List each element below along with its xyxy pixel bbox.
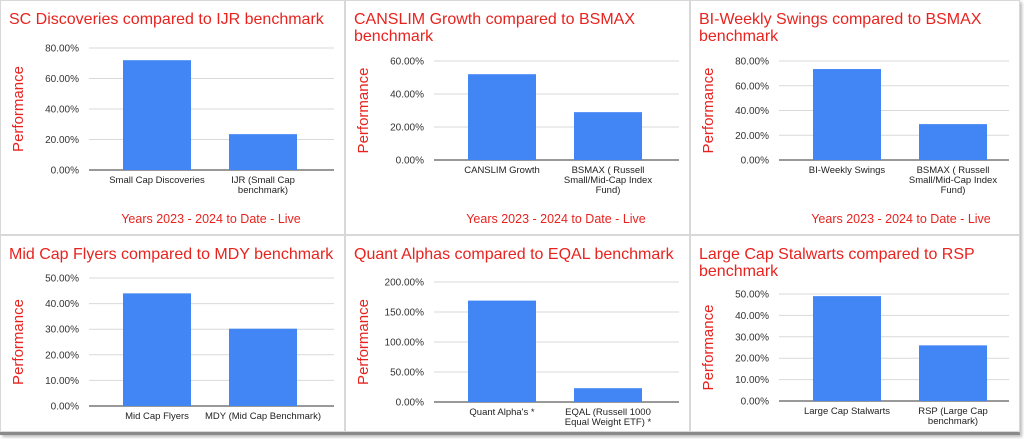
y-tick-label: 60.00% — [45, 74, 79, 85]
x-tick-label: benchmark) — [238, 185, 288, 196]
y-tick-label: 40.00% — [735, 311, 769, 322]
x-axis-label: Years 2023 - 2024 to Date - Live — [811, 212, 991, 226]
chart-title: Large Cap Stalwarts compared to RSP benc… — [699, 246, 975, 280]
chart-panel: 0.00% 20.00% 40.00% 60.00% 80.00% Performance… — [690, 0, 1020, 235]
y-tick-label: 20.00% — [45, 350, 79, 361]
chart-panel: 0.00% 20.00% 40.00% 60.00% Performance CANSLI… — [345, 0, 690, 235]
y-tick-label: 20.00% — [45, 135, 79, 146]
y-tick-label: 30.00% — [735, 332, 769, 343]
bar-2 — [574, 112, 642, 160]
x-tick-label: RSP (Large Cap — [918, 406, 988, 417]
bar-1 — [813, 296, 881, 401]
y-axis-label: Performance — [355, 299, 372, 385]
y-tick-label: 0.00% — [51, 166, 79, 177]
x-tick-label: benchmark) — [928, 416, 978, 427]
x-tick-label: BI-Weekly Swings — [809, 165, 886, 176]
x-tick-label: Equal Weight ETF) * — [565, 417, 652, 428]
chart-title: SC Discoveries compared to IJR benchmark — [9, 11, 324, 28]
chart-title: CANSLIM Growth compared to BSMAX benchma… — [354, 11, 635, 45]
x-tick-label: Large Cap Stalwarts — [804, 406, 890, 417]
y-tick-label: 50.00% — [45, 274, 79, 285]
chart-title: BI-Weekly Swings compared to BSMAX bench… — [699, 11, 982, 45]
bar-chart: 0.00% 20.00% 40.00% 60.00% Performance CANSLI… — [355, 57, 679, 226]
y-tick-label: 60.00% — [735, 81, 769, 92]
y-tick-label: 0.00% — [741, 397, 769, 408]
x-tick-label: Small/Mid-Cap Index — [909, 175, 997, 186]
y-tick-label: 200.00% — [385, 278, 425, 289]
bar-1 — [468, 74, 536, 160]
x-axis-label: Years 2023 - 2024 to Date - Live — [466, 212, 646, 226]
y-tick-label: 100.00% — [385, 338, 425, 349]
x-tick-label: IJR (Small Cap — [231, 175, 295, 186]
x-tick-label: CANSLIM Growth — [464, 165, 540, 176]
y-tick-label: 80.00% — [45, 44, 79, 55]
bar-chart: 0.00% 10.00% 20.00% 30.00% 40.00% 50.00% Perfo… — [700, 290, 1009, 427]
x-tick-label: MDY (Mid Cap Benchmark) — [205, 411, 321, 422]
bar-2 — [919, 124, 987, 160]
x-tick-label: BSMAX ( Russell — [572, 165, 645, 176]
y-tick-label: 0.00% — [396, 398, 424, 409]
x-tick-label: Small/Mid-Cap Index — [564, 175, 652, 186]
bar-2 — [919, 345, 987, 401]
bar-1 — [813, 69, 881, 160]
y-axis-label: Performance — [700, 305, 717, 391]
y-tick-label: 40.00% — [390, 90, 424, 101]
x-tick-label: Mid Cap Flyers — [125, 411, 189, 422]
y-tick-label: 30.00% — [45, 325, 79, 336]
y-tick-label: 10.00% — [735, 375, 769, 386]
x-tick-label: Quant Alpha's * — [469, 407, 534, 418]
y-axis-label: Performance — [355, 68, 372, 154]
y-tick-label: 0.00% — [51, 402, 79, 413]
x-tick-label: Small Cap Discoveries — [109, 175, 205, 186]
bar-chart: 0.00% 10.00% 20.00% 30.00% 40.00% 50.00% Perfo… — [10, 274, 334, 422]
y-tick-label: 40.00% — [735, 106, 769, 117]
y-tick-label: 40.00% — [45, 105, 79, 116]
y-tick-label: 20.00% — [735, 354, 769, 365]
y-tick-label: 80.00% — [735, 57, 769, 68]
chart-panel: 0.00% 20.00% 40.00% 60.00% 80.00% Performance… — [0, 0, 345, 235]
chart-title: Quant Alphas compared to EQAL benchmark — [354, 246, 674, 263]
y-tick-label: 150.00% — [385, 308, 425, 319]
chart-panel: 0.00% 50.00% 100.00% 150.00% 200.00% Performa… — [345, 235, 690, 432]
y-axis-label: Performance — [10, 299, 27, 385]
y-tick-label: 50.00% — [735, 290, 769, 301]
x-tick-label: BSMAX ( Russell — [917, 165, 990, 176]
y-tick-label: 0.00% — [741, 156, 769, 167]
bar-chart: 0.00% 20.00% 40.00% 60.00% 80.00% Performance… — [700, 57, 1009, 226]
x-tick-label: EQAL (Russell 1000 — [565, 407, 651, 418]
bar-2 — [574, 388, 642, 402]
y-axis-label: Performance — [10, 66, 27, 152]
y-tick-label: 50.00% — [390, 368, 424, 379]
chart-title: Mid Cap Flyers compared to MDY benchmark — [9, 246, 334, 263]
y-tick-label: 20.00% — [390, 123, 424, 134]
bar-1 — [468, 300, 536, 402]
bar-chart: 0.00% 20.00% 40.00% 60.00% 80.00% Performance… — [10, 44, 334, 226]
y-tick-label: 0.00% — [396, 156, 424, 167]
y-axis-label: Performance — [700, 68, 717, 154]
chart-panel: 0.00% 10.00% 20.00% 30.00% 40.00% 50.00% Perfo… — [690, 235, 1020, 432]
y-tick-label: 40.00% — [45, 299, 79, 310]
bar-chart: 0.00% 50.00% 100.00% 150.00% 200.00% Performa… — [355, 278, 679, 428]
y-tick-label: 60.00% — [390, 57, 424, 68]
x-tick-label: Fund) — [596, 185, 621, 196]
chart-panel: 0.00% 10.00% 20.00% 30.00% 40.00% 50.00% Perfo… — [0, 235, 345, 432]
y-tick-label: 20.00% — [735, 131, 769, 142]
bar-2 — [229, 134, 297, 170]
bar-2 — [229, 328, 297, 406]
bar-1 — [123, 293, 191, 406]
x-tick-label: Fund) — [941, 185, 966, 196]
y-tick-label: 10.00% — [45, 376, 79, 387]
x-axis-label: Years 2023 - 2024 to Date - Live — [121, 212, 301, 226]
bar-1 — [123, 60, 191, 171]
